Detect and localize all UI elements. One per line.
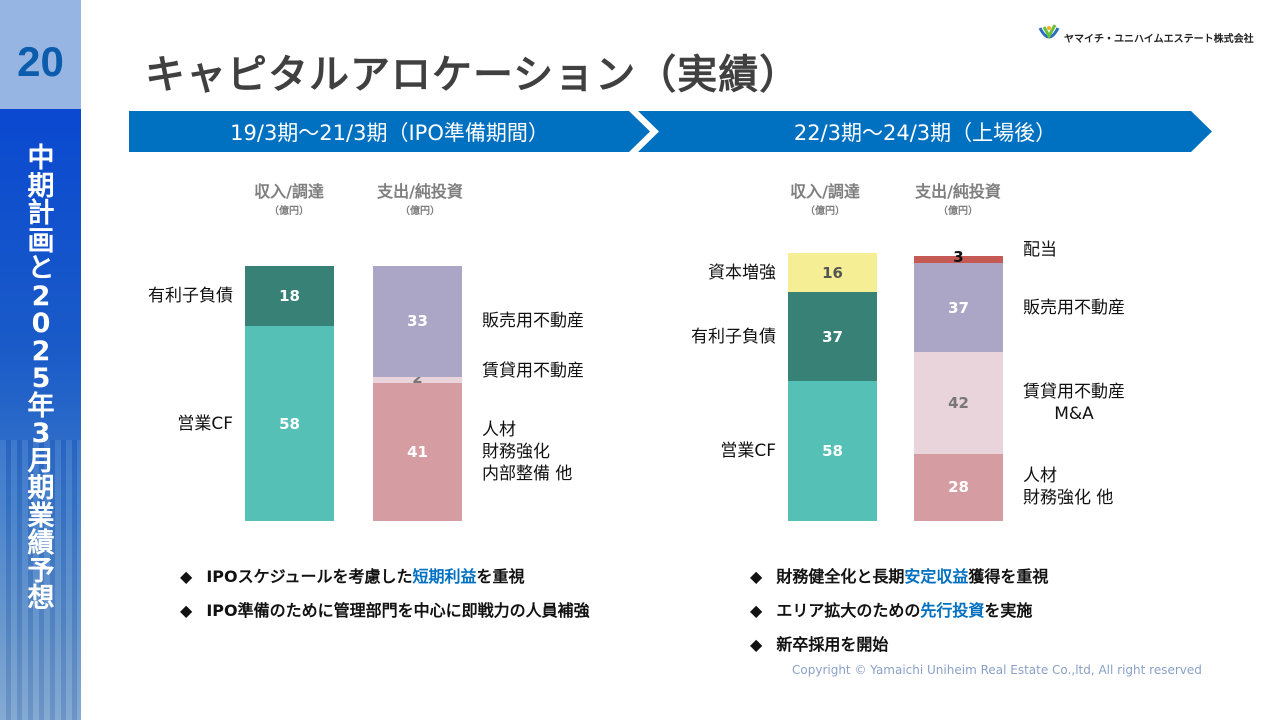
bar-value-label: 16	[822, 263, 843, 282]
bar-value-label: 42	[948, 393, 969, 412]
income-bar-segment: 58	[245, 326, 334, 521]
bullet-text: エリア拡大のための	[776, 601, 921, 620]
logo-icon	[1038, 24, 1060, 40]
expense-bar-segment: 3	[914, 248, 1003, 266]
segment-category-label: 営業CF	[177, 413, 233, 434]
unit-label: （億円）	[269, 206, 309, 217]
segment-category-label: 人材 財務強化 内部整備 他	[482, 420, 573, 485]
diamond-bullet-icon: ◆	[750, 567, 763, 586]
bar-value-label: 58	[279, 414, 300, 433]
period-banner-ipo-prep: 19/3期～21/3期（IPO準備期間）	[129, 111, 650, 152]
income-header-label: 収入/調達	[254, 182, 324, 201]
section-title-vertical: 中期計画と2025年3月期業績予想	[27, 143, 55, 614]
segment-category-label: 賃貸用不動産	[482, 360, 584, 381]
page-number: 20	[17, 38, 64, 85]
expense-bar-segment: 41	[373, 383, 462, 521]
bar-value-label: 41	[407, 443, 428, 462]
company-name: ヤマイチ・ユニハイムエステート株式会社	[1064, 33, 1254, 45]
bar-value-label: 3	[953, 247, 964, 266]
income-header-label: 収入/調達	[790, 182, 860, 201]
bullet-text: 財務健全化と長期	[776, 567, 905, 586]
bullet-item: ◆ IPOスケジュールを考慮した短期利益を重視	[180, 563, 525, 587]
copyright: Copyright © Yamaichi Uniheim Real Estate…	[792, 663, 1202, 677]
bar-value-label: 37	[948, 298, 969, 317]
income-bar-segment: 18	[245, 265, 334, 327]
bar-value-label: 33	[407, 312, 428, 331]
diamond-bullet-icon: ◆	[750, 635, 763, 654]
company-logo: ヤマイチ・ユニハイムエステート株式会社	[1038, 24, 1254, 50]
page-number-panel	[0, 0, 81, 109]
highlight-text: 短期利益	[412, 567, 477, 586]
period-banner-post-listing: 22/3期～24/3期（上場後）	[638, 111, 1212, 152]
expense-bar-segment: 28	[914, 453, 1003, 521]
unit-label: （億円）	[805, 206, 845, 217]
bar-value-label: 2	[412, 368, 423, 387]
income-header-1: 収入/調達 （億円）	[219, 178, 359, 217]
segment-category-label: 有利子負債	[148, 285, 233, 306]
bullet-item: ◆ IPO準備のために管理部門を中心に即戦力の人員補強	[180, 597, 590, 621]
segment-category-label: 人材 財務強化 他	[1023, 466, 1114, 509]
highlight-text: 先行投資	[920, 601, 985, 620]
bar-value-label: 28	[948, 478, 969, 497]
diamond-bullet-icon: ◆	[750, 601, 763, 620]
unit-label: （億円）	[938, 206, 978, 217]
income-header-2: 収入/調達 （億円）	[755, 178, 895, 217]
segment-category-label: 賃貸用不動産 M&A	[1023, 381, 1125, 424]
highlight-text: 安定収益	[904, 567, 969, 586]
sidebar-image-panel	[0, 109, 81, 720]
segment-category-label: 配当	[1023, 239, 1057, 260]
income-bar-segment: 58	[788, 381, 877, 521]
unit-label: （億円）	[400, 206, 440, 217]
diamond-bullet-icon: ◆	[180, 567, 193, 586]
expense-header-2: 支出/純投資 （億円）	[888, 178, 1028, 217]
bullet-item: ◆ 財務健全化と長期安定収益獲得を重視	[750, 563, 1048, 587]
segment-category-label: 資本増強	[708, 262, 776, 283]
income-bar-segment: 16	[788, 253, 877, 293]
bullet-text: IPO準備のために管理部門を中心に即戦力の人員補強	[206, 601, 590, 620]
page-title: キャピタルアロケーション（実績）	[145, 52, 801, 98]
bullet-text: 新卒採用を開始	[776, 635, 889, 654]
segment-category-label: 営業CF	[720, 441, 776, 462]
expense-header-label: 支出/純投資	[915, 182, 1001, 201]
bullet-item: ◆ 新卒採用を開始	[750, 631, 888, 655]
expense-bar-segment: 33	[373, 265, 462, 377]
bar-value-label: 58	[822, 442, 843, 461]
bar-value-label: 37	[822, 327, 843, 346]
bullet-text: を実施	[984, 601, 1033, 620]
expense-header-1: 支出/純投資 （億円）	[350, 178, 490, 217]
income-bar-segment: 37	[788, 292, 877, 382]
diamond-bullet-icon: ◆	[180, 601, 193, 620]
bar-value-label: 18	[279, 286, 300, 305]
expense-bar-segment: 37	[914, 263, 1003, 353]
expense-bar-segment: 42	[914, 352, 1003, 454]
bullet-text: IPOスケジュールを考慮した	[206, 567, 413, 586]
segment-category-label: 販売用不動産	[1023, 297, 1125, 318]
expense-bar-segment: 2	[373, 369, 462, 387]
segment-category-label: 販売用不動産	[482, 311, 584, 332]
segment-category-label: 有利子負債	[691, 326, 776, 347]
bullet-item: ◆ エリア拡大のための先行投資を実施	[750, 597, 1032, 621]
bullet-text: を重視	[476, 567, 525, 586]
expense-header-label: 支出/純投資	[377, 182, 463, 201]
bullet-text: 獲得を重視	[968, 567, 1049, 586]
